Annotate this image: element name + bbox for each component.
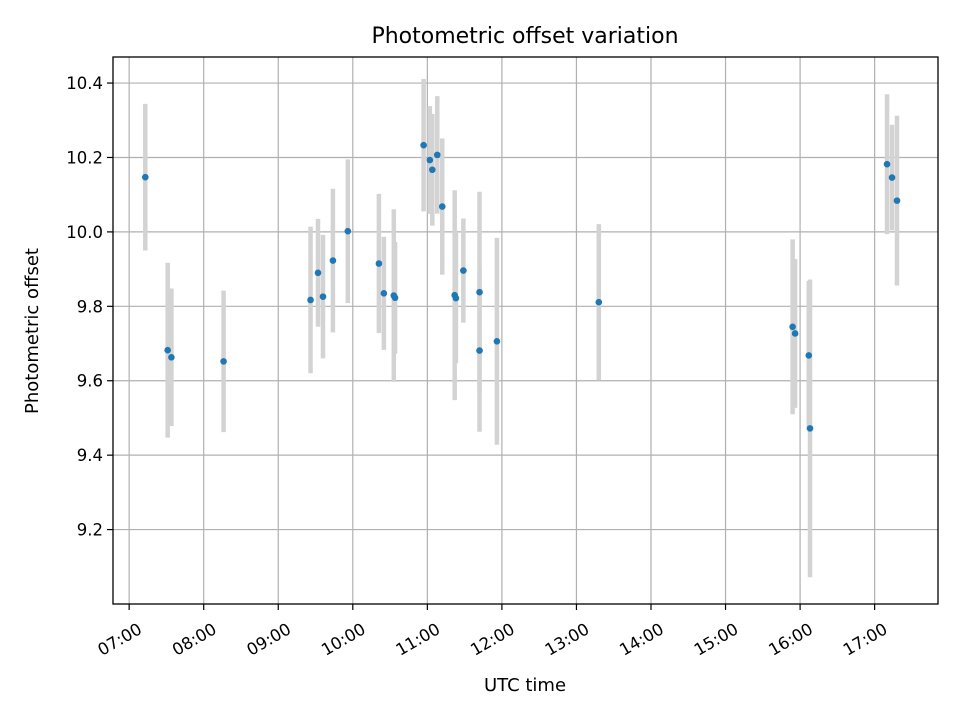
y-tick-label-0: 9.2 [77, 521, 103, 540]
plot-frame [112, 56, 939, 605]
data-point-13 [420, 141, 427, 149]
x-tick-label-5: 12:00 [467, 619, 518, 659]
x-tick-label-3: 10:00 [318, 619, 369, 659]
data-point-19 [452, 294, 460, 302]
data-point-17 [438, 203, 446, 210]
y-tick-label-5: 10.2 [66, 148, 103, 167]
y-tick-label-6: 10.4 [66, 74, 103, 93]
data-point-30 [888, 174, 896, 181]
data-point-6 [319, 293, 327, 300]
x-tick-label-8: 15:00 [691, 619, 742, 659]
x-tick-label-7: 14:00 [616, 619, 667, 659]
data-point-2 [168, 353, 175, 361]
y-axis-label: Photometric offset [22, 248, 43, 414]
y-tick-label-1: 9.4 [77, 446, 103, 465]
data-point-16 [433, 151, 441, 159]
data-point-23 [493, 337, 501, 345]
data-point-4 [307, 296, 314, 304]
data-point-26 [791, 330, 799, 337]
data-point-15 [429, 166, 436, 174]
data-point-31 [893, 197, 901, 204]
data-point-0 [142, 173, 149, 181]
x-tick-label-9: 16:00 [765, 619, 816, 659]
y-axis-ticks: 9.2 9.4 9.6 9.8 10.0 10.2 10.4 [66, 74, 113, 540]
data-point-5 [314, 269, 322, 277]
data-point-8 [344, 227, 352, 235]
x-tick-label-10: 17:00 [840, 619, 891, 659]
data-points [142, 141, 901, 432]
data-point-9 [375, 260, 383, 267]
chart-title: Photometric offset variation [371, 24, 678, 49]
x-tick-label-4: 11:00 [393, 619, 444, 659]
data-point-3 [220, 358, 227, 365]
data-point-1 [164, 346, 171, 354]
error-bars [143, 78, 900, 578]
x-tick-label-1: 08:00 [169, 619, 220, 659]
data-point-7 [329, 257, 337, 264]
y-tick-label-3: 9.8 [77, 297, 103, 316]
data-point-10 [380, 289, 388, 297]
data-point-21 [476, 288, 483, 296]
data-point-27 [805, 352, 813, 359]
data-point-22 [476, 347, 483, 354]
grid-layer [113, 57, 938, 604]
x-tick-label-6: 13:00 [542, 619, 593, 659]
data-point-29 [883, 160, 891, 168]
y-tick-label-4: 10.0 [66, 223, 103, 242]
data-point-14 [426, 156, 434, 164]
x-tick-label-2: 09:00 [244, 619, 295, 659]
data-point-28 [806, 425, 814, 432]
x-axis-ticks: 07:00 08:00 09:00 10:00 11:00 12:00 13:00 14:00… [94, 604, 891, 660]
data-point-12 [391, 294, 399, 302]
data-point-25 [789, 323, 796, 331]
data-point-20 [460, 267, 467, 274]
x-tick-label-0: 07:00 [94, 619, 145, 659]
data-point-24 [595, 298, 603, 306]
y-tick-label-2: 9.6 [77, 372, 103, 391]
x-axis-label: UTC time [484, 675, 566, 696]
